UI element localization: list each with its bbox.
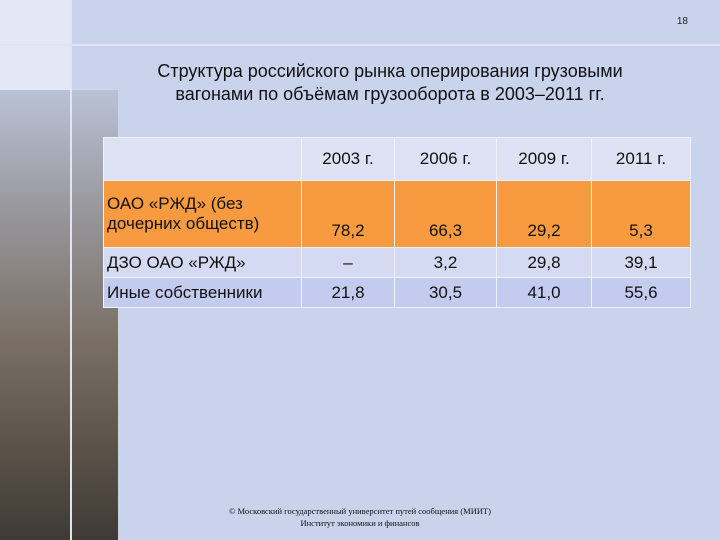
footer-line: © Московский государственный университет…	[228, 506, 492, 516]
cell: 29,2	[496, 180, 592, 248]
header-cell: 2011 г.	[591, 137, 691, 181]
header-row: 2003 г. 2006 г. 2009 г. 2011 г.	[103, 137, 691, 181]
page-number: 18	[676, 16, 688, 27]
row-label: Иные собственники	[103, 277, 302, 308]
divider	[70, 0, 72, 540]
title-line: вагонами по объёмам грузооборота в 2003–…	[175, 84, 605, 104]
cell: 30,5	[394, 277, 497, 308]
header-cell: 2006 г.	[394, 137, 497, 181]
cell: 21,8	[301, 277, 395, 308]
cell: 39,1	[591, 247, 691, 278]
divider	[0, 44, 720, 46]
table-row: Иные собственники 21,8 30,5 41,0 55,6	[103, 277, 691, 308]
cell: 66,3	[394, 180, 497, 248]
cell: 78,2	[301, 180, 395, 248]
cell: 55,6	[591, 277, 691, 308]
cell: 29,8	[496, 247, 592, 278]
cell: 5,3	[591, 180, 691, 248]
table-row: ОАО «РЖД» (без дочерних обществ) 78,2 66…	[103, 180, 691, 248]
footer-line: Институт экономики и финансов	[300, 518, 420, 528]
footer: © Московский государственный университет…	[160, 505, 560, 529]
row-label: ОАО «РЖД» (без дочерних обществ)	[103, 180, 302, 248]
header-cell	[103, 137, 302, 181]
title-line: Структура российского рынка оперирования…	[157, 61, 623, 81]
row-label: ДЗО ОАО «РЖД»	[103, 247, 302, 278]
cell: –	[301, 247, 395, 278]
table-row: ДЗО ОАО «РЖД» – 3,2 29,8 39,1	[103, 247, 691, 278]
data-table: 2003 г. 2006 г. 2009 г. 2011 г. ОАО «РЖД…	[103, 137, 691, 308]
header-cell: 2003 г.	[301, 137, 395, 181]
header-cell: 2009 г.	[496, 137, 592, 181]
cell: 3,2	[394, 247, 497, 278]
cell: 41,0	[496, 277, 592, 308]
title: Структура российского рынка оперирования…	[110, 60, 670, 106]
background-photo	[0, 90, 118, 540]
